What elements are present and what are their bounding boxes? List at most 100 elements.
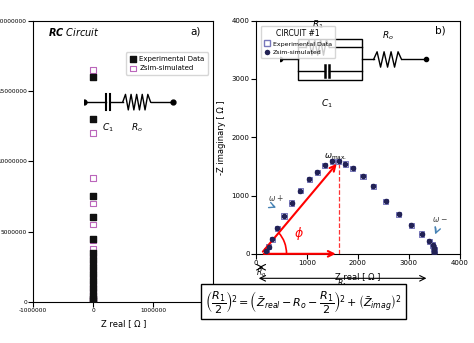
Zsim-simulated — [90, 299, 97, 304]
Experimental Data — [273, 226, 281, 232]
Experimental Data — [90, 74, 97, 80]
Experimental Data — [395, 211, 402, 217]
Text: $\bfit{RC}$ Circuit: $\bfit{RC}$ Circuit — [47, 26, 99, 38]
Experimental Data — [430, 245, 438, 251]
Legend: Experimental Data, Zsim-simulated: Experimental Data, Zsim-simulated — [261, 26, 335, 58]
Zsim-simulated — [382, 198, 390, 204]
Text: $\omega_{\rm max.}$: $\omega_{\rm max.}$ — [324, 151, 347, 162]
Zsim-simulated — [90, 222, 97, 227]
Experimental Data — [430, 248, 438, 254]
Experimental Data — [313, 169, 321, 175]
Zsim-simulated — [90, 267, 97, 272]
Zsim-simulated — [408, 222, 415, 228]
Experimental Data — [429, 242, 437, 248]
Experimental Data — [90, 116, 97, 122]
Zsim-simulated — [418, 231, 425, 236]
Zsim-simulated — [90, 246, 97, 251]
Experimental Data — [418, 231, 425, 237]
Experimental Data — [408, 223, 415, 228]
Zsim-simulated — [430, 249, 438, 255]
Legend: Experimental Data, Zsim-simulated: Experimental Data, Zsim-simulated — [126, 52, 208, 74]
Text: $\phi$: $\phi$ — [294, 225, 304, 242]
Zsim-simulated — [425, 238, 433, 244]
Experimental Data — [321, 163, 328, 168]
Experimental Data — [90, 298, 97, 304]
Zsim-simulated — [268, 236, 276, 242]
Zsim-simulated — [306, 177, 313, 182]
Y-axis label: -Z imaginary [ Ω ]: -Z imaginary [ Ω ] — [217, 100, 226, 175]
Experimental Data — [90, 278, 97, 283]
Experimental Data — [90, 193, 97, 199]
Experimental Data — [263, 248, 270, 254]
Zsim-simulated — [349, 166, 356, 171]
Experimental Data — [430, 249, 438, 255]
Experimental Data — [369, 184, 377, 189]
Zsim-simulated — [430, 250, 438, 256]
Zsim-simulated — [90, 285, 97, 291]
Experimental Data — [341, 161, 349, 167]
Zsim-simulated — [90, 67, 97, 73]
Zsim-simulated — [430, 248, 438, 253]
Zsim-simulated — [90, 281, 97, 286]
Experimental Data — [90, 215, 97, 220]
Zsim-simulated — [430, 247, 438, 252]
Zsim-simulated — [90, 237, 97, 243]
Zsim-simulated — [288, 200, 295, 205]
Zsim-simulated — [265, 244, 273, 249]
Zsim-simulated — [297, 188, 304, 193]
Zsim-simulated — [335, 159, 342, 164]
Experimental Data — [90, 257, 97, 262]
Zsim-simulated — [90, 298, 97, 304]
Zsim-simulated — [90, 130, 97, 136]
Zsim-simulated — [90, 253, 97, 258]
Experimental Data — [328, 159, 336, 164]
Zsim-simulated — [359, 173, 367, 179]
Zsim-simulated — [90, 175, 97, 181]
Text: a): a) — [191, 26, 201, 36]
Experimental Data — [90, 292, 97, 298]
Zsim-simulated — [313, 169, 321, 175]
Experimental Data — [349, 166, 356, 172]
Experimental Data — [90, 285, 97, 291]
Experimental Data — [430, 251, 438, 256]
Experimental Data — [90, 236, 97, 241]
Zsim-simulated — [90, 260, 97, 265]
Zsim-simulated — [328, 159, 336, 164]
Experimental Data — [430, 250, 438, 255]
Experimental Data — [430, 250, 438, 256]
Experimental Data — [268, 237, 276, 242]
Text: $R_1$: $R_1$ — [337, 277, 347, 290]
Experimental Data — [430, 247, 438, 252]
Zsim-simulated — [430, 249, 438, 255]
Zsim-simulated — [90, 296, 97, 302]
Experimental Data — [359, 174, 367, 179]
Text: $\left(\dfrac{R_1}{2}\right)^{\!2}= \left(\bar{Z}_{real} - R_o - \dfrac{R_1}{2}\: $\left(\dfrac{R_1}{2}\right)^{\!2}= \lef… — [205, 289, 402, 315]
Experimental Data — [335, 159, 342, 164]
Experimental Data — [90, 250, 97, 255]
Zsim-simulated — [430, 245, 438, 250]
Text: b): b) — [435, 25, 446, 35]
Experimental Data — [297, 188, 304, 193]
Experimental Data — [382, 199, 390, 204]
Zsim-simulated — [263, 248, 270, 253]
Zsim-simulated — [395, 211, 402, 217]
Text: $\omega$ +: $\omega$ + — [268, 193, 284, 203]
Experimental Data — [265, 244, 273, 250]
Zsim-simulated — [90, 298, 97, 303]
Experimental Data — [306, 177, 313, 182]
Zsim-simulated — [90, 294, 97, 299]
X-axis label: Z real [ Ω ]: Z real [ Ω ] — [100, 319, 146, 328]
Zsim-simulated — [90, 289, 97, 295]
Zsim-simulated — [90, 274, 97, 279]
Zsim-simulated — [429, 242, 437, 248]
Zsim-simulated — [430, 250, 438, 256]
Experimental Data — [425, 239, 433, 244]
Zsim-simulated — [280, 213, 288, 218]
Experimental Data — [90, 271, 97, 276]
Zsim-simulated — [90, 299, 97, 305]
Experimental Data — [90, 296, 97, 302]
Experimental Data — [90, 264, 97, 270]
Zsim-simulated — [90, 201, 97, 206]
Experimental Data — [280, 213, 288, 219]
Zsim-simulated — [341, 161, 349, 166]
